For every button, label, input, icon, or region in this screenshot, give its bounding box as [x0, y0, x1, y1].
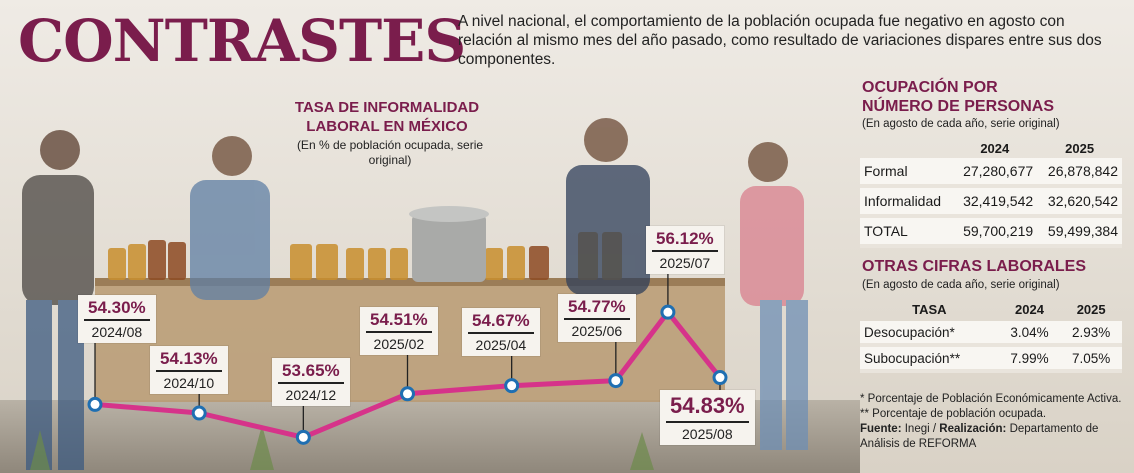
cell-value: 27,280,677	[952, 158, 1038, 188]
data-label: 54.51% 2025/02	[360, 307, 438, 355]
data-value-label: 54.13%	[156, 348, 222, 372]
row-label: Subocupación**	[860, 345, 999, 373]
data-value-label: 54.83%	[666, 392, 749, 423]
x-tick-label: 2024/10	[163, 375, 215, 391]
series-line	[94, 309, 722, 440]
data-point	[712, 370, 728, 386]
data-label: 56.12% 2025/07	[646, 226, 724, 274]
source-line: Fuente: Inegi / Realización: Departament…	[860, 422, 1130, 452]
x-tick-label: 2025/04	[475, 337, 527, 353]
row-label: Desocupación*	[860, 321, 999, 347]
cell-value: 59,700,219	[952, 216, 1038, 248]
data-value-label: 54.51%	[366, 309, 432, 333]
otras-cifras-note: (En agosto de cada año, serie original)	[862, 279, 1060, 291]
table-row: Formal 27,280,677 26,878,842	[860, 158, 1122, 188]
column-header: 2025	[1065, 140, 1095, 156]
row-label: Formal	[860, 158, 953, 188]
column-header	[860, 138, 952, 158]
data-point	[295, 429, 311, 445]
column-header: TASA	[912, 301, 947, 317]
table-row: TOTAL 59,700,219 59,499,384	[860, 216, 1122, 248]
data-point	[504, 378, 520, 394]
data-label: 54.83% 2025/08	[660, 390, 755, 445]
data-value-label: 54.77%	[564, 296, 630, 320]
cell-value: 26,878,842	[1037, 158, 1122, 188]
data-value-label: 53.65%	[278, 360, 344, 384]
intro-text: A nivel nacional, el comportamiento de l…	[458, 13, 1102, 68]
cell-value: 7.05%	[1060, 345, 1122, 373]
column-header: 2024	[980, 140, 1010, 156]
data-point	[400, 386, 415, 402]
table-header-row: TASA 2024 2025	[860, 297, 1122, 321]
data-label: 54.30% 2024/08	[78, 295, 156, 343]
cell-value: 32,620,542	[1037, 186, 1122, 218]
ocupacion-title-line2: NÚMERO DE PERSONAS	[862, 98, 1055, 115]
cell-value: 7.99%	[998, 345, 1061, 373]
data-label: 54.67% 2025/04	[462, 308, 540, 356]
data-value-label: 54.67%	[468, 310, 534, 334]
data-point	[608, 373, 624, 389]
data-label: 54.77% 2025/06	[558, 294, 636, 342]
ocupacion-panel-title: OCUPACIÓN POR NÚMERO DE PERSONAS	[862, 78, 1102, 116]
x-tick-label: 2024/08	[91, 324, 143, 340]
x-tick-label: 2025/07	[659, 255, 711, 271]
data-value-label: 56.12%	[652, 228, 718, 252]
cell-value: 59,499,384	[1037, 216, 1122, 248]
footnote-2: ** Porcentaje de población ocupada.	[860, 408, 1047, 420]
data-label: 54.13% 2024/10	[150, 346, 228, 394]
cell-value: 32,419,542	[952, 186, 1038, 218]
credit-label: Realización:	[939, 423, 1007, 435]
chart-subtitle: (En % de población ocupada, serie origin…	[296, 138, 484, 167]
source-value: Inegi /	[904, 423, 937, 435]
data-point	[191, 405, 207, 421]
data-point	[660, 304, 676, 320]
credit-value: Departamento de Análisis de REFORMA	[860, 423, 1099, 450]
x-tick-label: 2025/08	[682, 426, 733, 442]
table-row: Desocupación* 3.04% 2.93%	[860, 321, 1122, 347]
x-tick-label: 2025/06	[571, 323, 623, 339]
column-header: 2024	[1015, 301, 1044, 317]
x-tick-label: 2025/02	[373, 336, 425, 352]
data-point	[87, 396, 103, 412]
chart-title: TASA DE INFORMALIDAD LABORAL EN MÉXICO	[294, 99, 480, 135]
ocupacion-table: 2024 2025 Formal 27,280,677 26,878,842 I…	[860, 138, 1122, 248]
source-label: Fuente:	[860, 423, 902, 435]
data-label: 53.65% 2024/12	[272, 358, 350, 406]
row-label: TOTAL	[860, 216, 953, 248]
x-tick-label: 2024/12	[285, 387, 337, 403]
page-title: CONTRASTES	[18, 7, 466, 75]
table-row: Subocupación** 7.99% 7.05%	[860, 345, 1122, 373]
ocupacion-note: (En agosto de cada año, serie original)	[862, 118, 1060, 130]
footnote-1: * Porcentaje de Población Económicamente…	[860, 393, 1122, 405]
cell-value: 2.93%	[1060, 321, 1122, 347]
otras-cifras-table: TASA 2024 2025 Desocupación* 3.04% 2.93%…	[860, 297, 1122, 373]
otras-cifras-title: OTRAS CIFRAS LABORALES	[862, 258, 1086, 275]
row-label: Informalidad	[860, 186, 953, 218]
data-value-label: 54.30%	[84, 297, 150, 321]
table-header-row: 2024 2025	[860, 138, 1122, 158]
table-row: Informalidad 32,419,542 32,620,542	[860, 186, 1122, 218]
ocupacion-title-line1: OCUPACIÓN POR	[862, 79, 998, 96]
column-header: 2025	[1076, 301, 1106, 317]
footer-notes: * Porcentaje de Población Económicamente…	[860, 392, 1130, 452]
cell-value: 3.04%	[998, 321, 1061, 347]
